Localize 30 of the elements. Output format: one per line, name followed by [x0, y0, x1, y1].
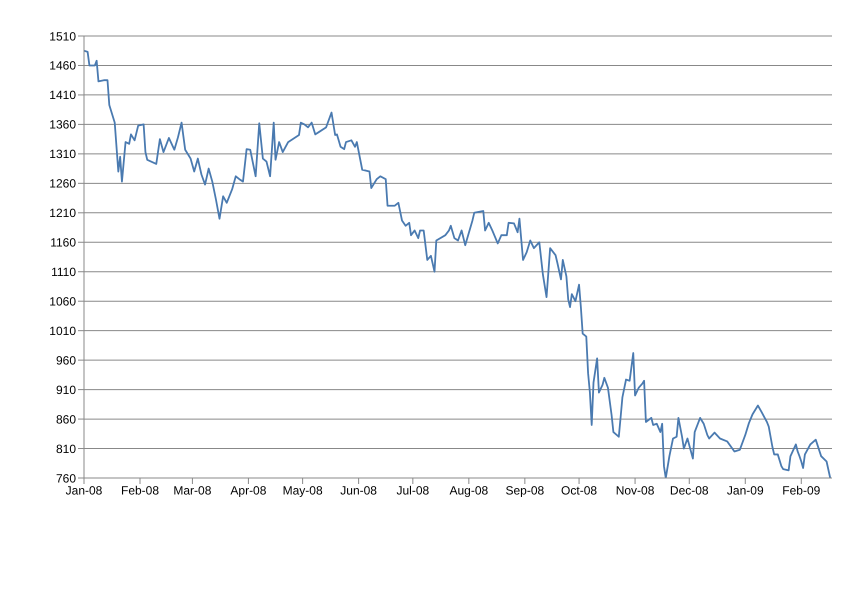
y-tick-label: 910 — [56, 382, 76, 397]
y-tick-label: 1160 — [50, 236, 76, 250]
y-tick-label: 1510 — [49, 29, 76, 44]
y-tick-label: 810 — [56, 442, 76, 456]
y-tick-label: 1410 — [49, 88, 76, 102]
x-tick-label: Jan-08 — [66, 484, 103, 498]
y-tick-label: 1360 — [49, 118, 76, 132]
x-tick-label: May-08 — [282, 484, 323, 498]
y-tick-label: 1210 — [49, 206, 76, 220]
x-tick-label: Feb-09 — [782, 484, 821, 498]
x-tick-label: Jul-08 — [396, 484, 430, 498]
y-tick-label: 1310 — [49, 147, 76, 162]
y-tick-label: 860 — [56, 412, 76, 426]
y-tick-label: 960 — [56, 353, 76, 368]
y-tick-label: 1260 — [49, 176, 76, 191]
x-tick-label: Oct-08 — [561, 484, 598, 498]
x-tick-label: Jan-09 — [726, 484, 764, 498]
x-tick-label: Mar-08 — [173, 484, 212, 498]
x-tick-label: Sep-08 — [506, 484, 545, 498]
x-tick-label: Nov-08 — [616, 484, 655, 498]
x-tick-label: Aug-08 — [449, 484, 489, 498]
y-tick-label: 1060 — [49, 294, 76, 308]
y-tick-label: 1460 — [49, 58, 76, 73]
x-tick-label: Dec-08 — [670, 484, 709, 498]
x-tick-label: Jun-08 — [340, 484, 378, 498]
y-tick-label: 1010 — [49, 324, 76, 338]
x-tick-label: Feb-08 — [120, 484, 160, 498]
x-tick-label: Apr-08 — [230, 484, 267, 498]
y-tick-label: 1110 — [51, 264, 76, 279]
y-tick-label: 760 — [56, 471, 76, 486]
